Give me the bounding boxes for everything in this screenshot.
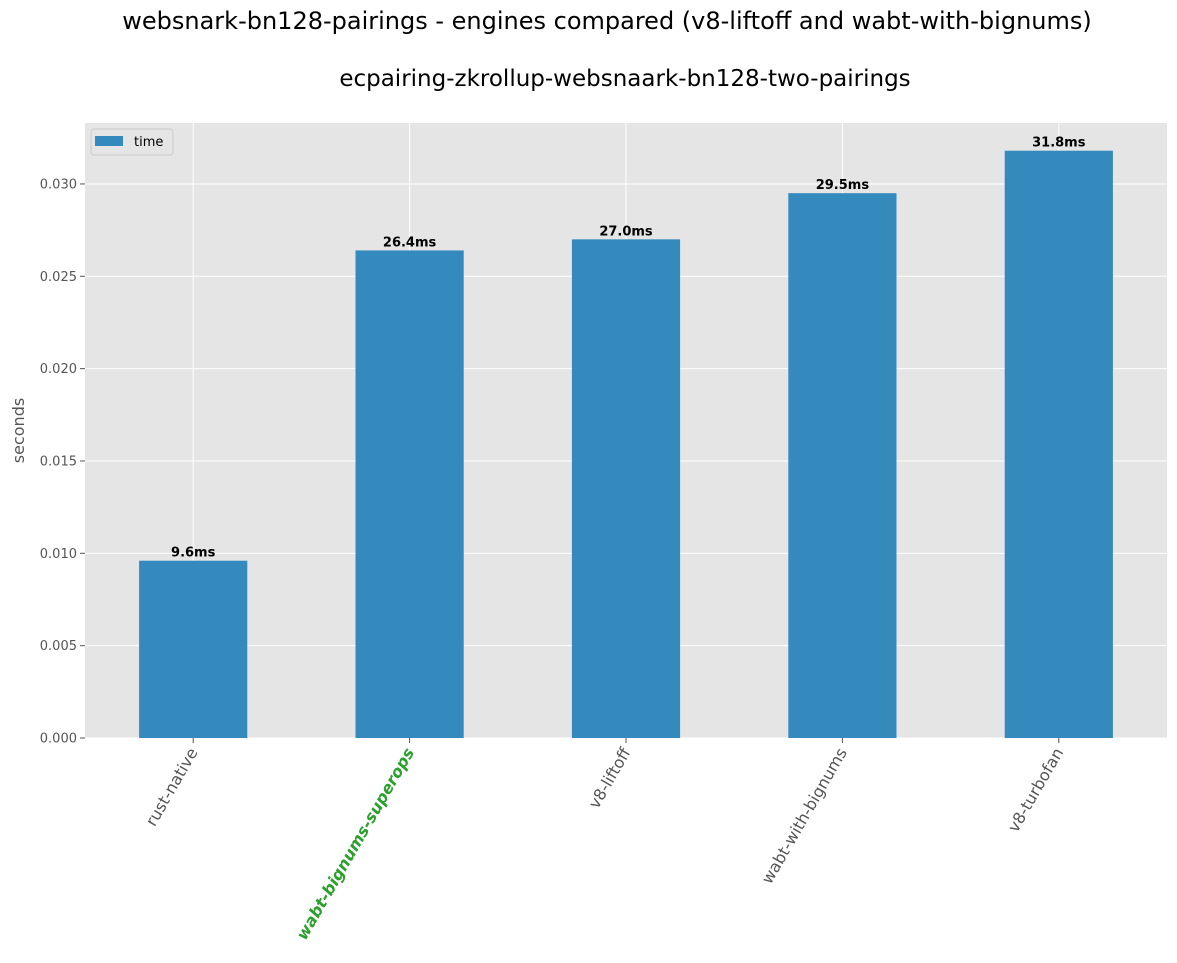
legend-box (90, 128, 174, 156)
bar-rust-native (139, 560, 248, 738)
y-axis-ticks: 0.000 0.005 0.010 0.015 0.020 0.025 0.030 (40, 177, 85, 747)
x-tick-label-wabt-bignums-superops: wabt-bignums-superops (292, 745, 418, 944)
chart-suptitle: websnark-bn128-pairings - engines compar… (122, 7, 1091, 35)
bar-v8-turbofan (1004, 150, 1113, 738)
data-labels: 9.6ms 26.4ms 27.0ms 29.5ms 31.8ms (171, 136, 1086, 561)
y-tick-label: 0.030 (40, 177, 77, 192)
y-tick-label: 0.005 (40, 639, 77, 654)
x-tick-label-v8-liftoff: v8-liftoff (585, 744, 635, 812)
y-tick-label: 0.025 (40, 270, 77, 285)
legend: time (90, 128, 174, 156)
y-tick-label: 0.015 (40, 454, 77, 469)
y-tick-label: 0.020 (40, 362, 77, 377)
data-label-wabt-bignums-superops: 26.4ms (383, 235, 437, 250)
x-tick-label-wabt-with-bignums: wabt-with-bignums (758, 745, 851, 888)
x-tick-label-rust-native: rust-native (142, 745, 202, 830)
data-label-v8-liftoff: 27.0ms (599, 224, 653, 239)
legend-label: time (134, 135, 163, 150)
data-label-rust-native: 9.6ms (171, 546, 216, 561)
bar-wabt-bignums-superops (355, 250, 464, 738)
bar-v8-liftoff (571, 239, 681, 738)
legend-swatch (95, 136, 123, 146)
y-tick-label: 0.010 (40, 547, 77, 562)
y-axis-label: seconds (9, 398, 28, 463)
x-axis-ticks: rust-native wabt-bignums-superops v8-lifto… (142, 738, 1067, 944)
data-label-wabt-with-bignums: 29.5ms (816, 178, 870, 193)
bars (139, 150, 1113, 738)
x-tick-label-v8-turbofan: v8-turbofan (1004, 745, 1067, 836)
data-label-v8-turbofan: 31.8ms (1032, 136, 1086, 151)
bar-wabt-with-bignums (788, 193, 897, 738)
chart-title: ecpairing-zkrollup-websnaark-bn128-two-p… (339, 66, 910, 92)
y-tick-label: 0.000 (40, 732, 77, 747)
